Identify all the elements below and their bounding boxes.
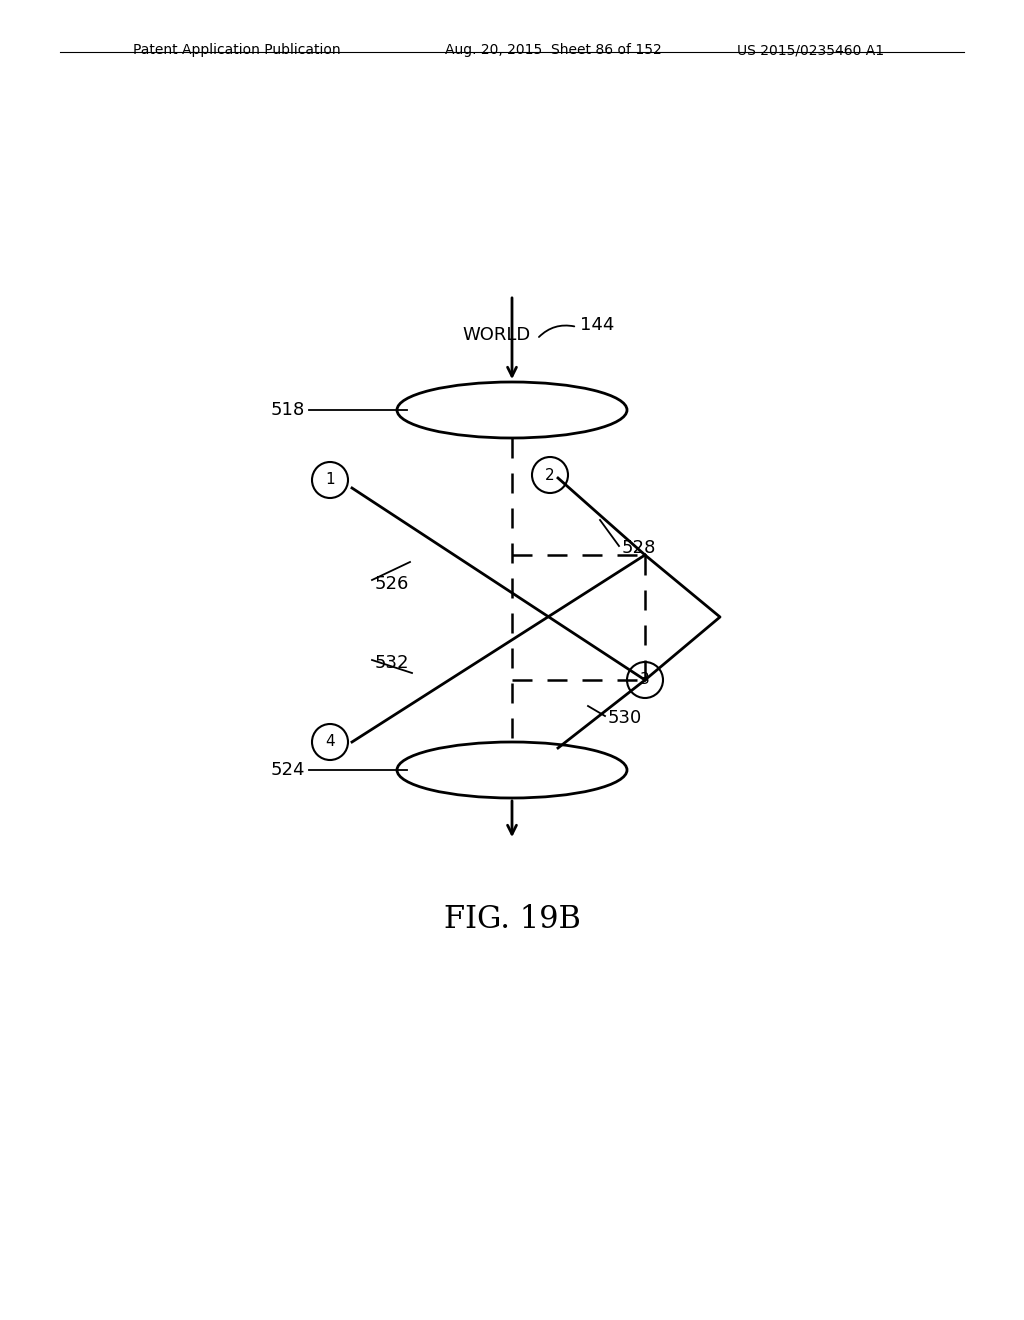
Text: 524: 524: [270, 762, 305, 779]
Text: 1: 1: [326, 473, 335, 487]
Text: 3: 3: [640, 672, 650, 688]
Text: 526: 526: [375, 576, 410, 593]
Text: Patent Application Publication: Patent Application Publication: [133, 44, 341, 57]
Text: 530: 530: [608, 709, 642, 727]
Text: WORLD: WORLD: [463, 326, 531, 345]
Text: 144: 144: [580, 315, 614, 334]
Text: 518: 518: [270, 401, 305, 418]
Text: US 2015/0235460 A1: US 2015/0235460 A1: [737, 44, 885, 57]
Text: 2: 2: [545, 467, 555, 483]
Text: 528: 528: [622, 539, 656, 557]
Text: Aug. 20, 2015  Sheet 86 of 152: Aug. 20, 2015 Sheet 86 of 152: [445, 44, 663, 57]
Text: 4: 4: [326, 734, 335, 750]
Text: 532: 532: [375, 653, 410, 672]
Text: FIG. 19B: FIG. 19B: [443, 904, 581, 936]
